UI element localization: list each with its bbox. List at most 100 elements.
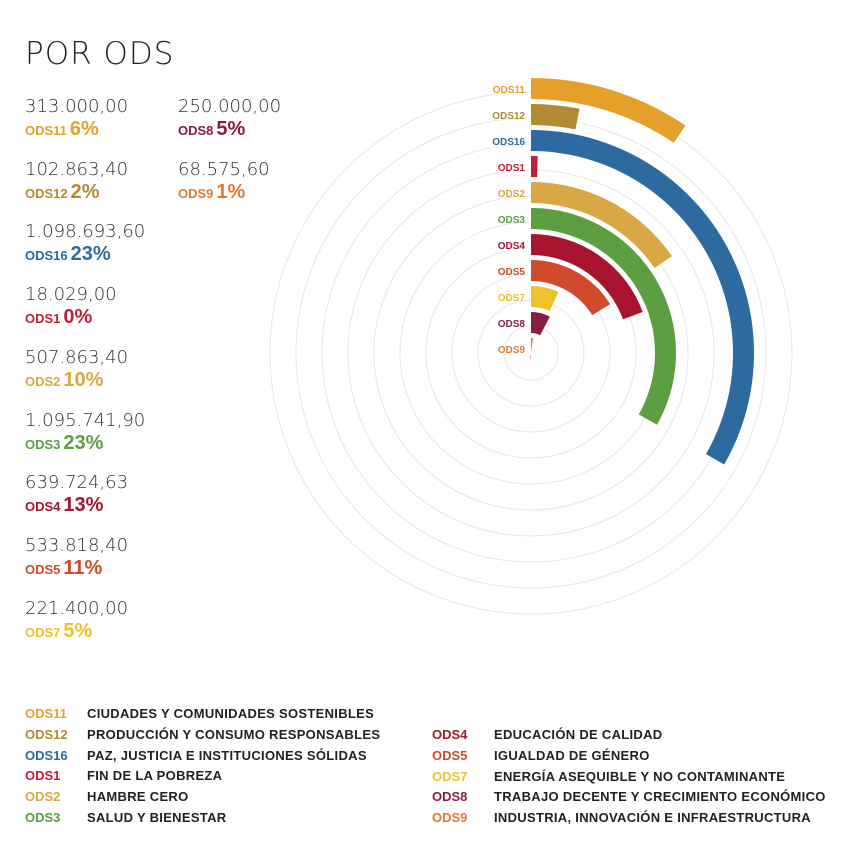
legend-code: ODS2 <box>25 789 61 805</box>
legend-description: INDUSTRIA, INNOVACIÓN E INFRAESTRUCTURA <box>494 810 811 826</box>
stat-code: ODS7 <box>25 624 61 640</box>
stat-amount: 533.818,40 <box>25 534 129 556</box>
bar-ods7 <box>531 286 559 312</box>
stat-ods11: 313.000,00 ODS11 6% <box>25 96 128 142</box>
legend-code: ODS16 <box>25 747 68 763</box>
legend-description: IGUALDAD DE GÉNERO <box>494 747 650 763</box>
legend-item-ods11: ODS11 CIUDADES Y COMUNIDADES SOSTENIBLES <box>25 706 374 722</box>
stat-percent: 11% <box>63 556 103 579</box>
stat-percent: 0% <box>63 306 93 329</box>
legend-item-ods12: ODS12 PRODUCCIÓN Y CONSUMO RESPONSABLES <box>25 727 380 743</box>
legend-description: TRABAJO DECENTE Y CRECIMIENTO ECONÓMICO <box>494 789 826 805</box>
bar-ods5 <box>531 260 611 316</box>
stat-amount: 507.863,40 <box>25 346 129 368</box>
stat-code: ODS9 <box>178 185 214 201</box>
stat-ods8: 250.000,00 ODS8 5% <box>178 96 281 142</box>
legend-description: EDUCACIÓN DE CALIDAD <box>494 727 663 742</box>
stat-amount: 18.029,00 <box>25 284 117 306</box>
legend-item-ods4: ODS4 EDUCACIÓN DE CALIDAD <box>432 727 663 743</box>
legend-item-ods5: ODS5 IGUALDAD DE GÉNERO <box>432 748 650 764</box>
legend-code: ODS9 <box>432 810 468 826</box>
legend-code: ODS5 <box>432 747 468 763</box>
stat-code: ODS11 <box>25 123 67 138</box>
stat-ods3: 1.095.741,90 ODS3 23% <box>25 410 145 456</box>
stat-percent: 10% <box>63 368 104 391</box>
stat-amount: 221.400,00 <box>25 597 129 619</box>
legend-item-ods16: ODS16 PAZ, JUSTICIA E INSTITUCIONES SÓLID… <box>25 748 367 764</box>
legend-description: FIN DE LA POBREZA <box>87 768 223 784</box>
bar-ods4 <box>531 234 643 320</box>
bar-ods3 <box>531 208 676 425</box>
legend-description: PAZ, JUSTICIA E INSTITUCIONES SÓLIDAS <box>87 747 367 763</box>
stat-ods1: 18.029,00 ODS1 0% <box>25 284 117 330</box>
stat-amount: 313.000,00 <box>25 96 129 117</box>
stat-percent: 23% <box>63 431 104 454</box>
stat-ods12: 102.863,40 ODS12 2% <box>25 159 128 205</box>
bar-label-ods12: ODS12 <box>492 111 525 122</box>
legend-code: ODS12 <box>25 726 68 742</box>
bar-label-ods1: ODS1 <box>498 163 526 174</box>
bar-ods1 <box>531 156 538 178</box>
stat-code: ODS16 <box>25 248 68 264</box>
stat-code: ODS1 <box>25 311 61 327</box>
legend-code: ODS7 <box>432 768 468 784</box>
bar-ods2 <box>531 182 672 268</box>
legend-code: ODS4 <box>432 727 468 742</box>
bar-ods9 <box>530 338 533 359</box>
bar-label-ods16: ODS16 <box>492 137 525 148</box>
legend-item-ods7: ODS7 ENERGÍA ASEQUIBLE Y NO CONTAMINANTE <box>432 769 785 785</box>
stat-ods9: 68.575,60 ODS9 1% <box>178 159 270 205</box>
stat-ods5: 533.818,40 ODS5 11% <box>25 535 128 581</box>
stat-amount: 68.575,60 <box>178 158 270 180</box>
bar-ods8 <box>531 312 550 336</box>
stat-amount: 1.095.741,90 <box>25 409 146 431</box>
legend-description: CIUDADES Y COMUNIDADES SOSTENIBLES <box>87 706 375 721</box>
bar-label-ods5: ODS5 <box>498 267 526 278</box>
bar-label-ods7: ODS7 <box>498 293 526 304</box>
stat-code: ODS12 <box>25 185 68 201</box>
legend-code: ODS8 <box>432 789 468 805</box>
bar-label-ods3: ODS3 <box>498 215 526 226</box>
stat-amount: 102.863,40 <box>25 158 129 180</box>
legend-item-ods8: ODS8 TRABAJO DECENTE Y CRECIMIENTO ECONÓM… <box>432 789 826 805</box>
stat-ods4: 639.724,63 ODS4 13% <box>25 472 128 518</box>
legend-item-ods1: ODS1 FIN DE LA POBREZA <box>25 768 222 784</box>
bar-ods16 <box>531 130 754 465</box>
stat-code: ODS5 <box>25 561 61 577</box>
stat-percent: 5% <box>63 619 93 642</box>
stat-percent: 13% <box>63 494 104 517</box>
legend-description: ENERGÍA ASEQUIBLE Y NO CONTAMINANTE <box>494 768 786 784</box>
legend-item-ods2: ODS2 HAMBRE CERO <box>25 789 189 805</box>
legend-item-ods9: ODS9 INDUSTRIA, INNOVACIÓN E INFRAESTRUCT… <box>432 810 811 826</box>
legend-description: HAMBRE CERO <box>87 789 189 805</box>
legend-code: ODS11 <box>25 706 67 721</box>
stat-ods16: 1.098.693,60 ODS16 23% <box>25 221 145 267</box>
bar-label-ods2: ODS2 <box>498 189 526 200</box>
page-title: POR ODS <box>25 36 175 72</box>
stat-percent: 23% <box>70 243 111 266</box>
stat-percent: 2% <box>70 180 100 203</box>
bar-ods12 <box>531 104 580 130</box>
bar-label-ods9: ODS9 <box>498 345 526 356</box>
bar-label-ods4: ODS4 <box>498 241 526 252</box>
bar-ods11 <box>531 78 686 143</box>
legend-code: ODS1 <box>25 768 61 784</box>
stat-code: ODS4 <box>25 499 61 515</box>
stat-code: ODS8 <box>178 123 214 138</box>
bar-label-ods8: ODS8 <box>498 319 526 330</box>
stat-amount: 1.098.693,60 <box>25 221 146 243</box>
stat-ods7: 221.400,00 ODS7 5% <box>25 598 128 644</box>
stat-amount: 250.000,00 <box>178 96 282 117</box>
legend-item-ods3: ODS3 SALUD Y BIENESTAR <box>25 810 226 826</box>
stat-ods2: 507.863,40 ODS2 10% <box>25 347 128 393</box>
stat-amount: 639.724,63 <box>25 472 129 494</box>
legend-description: SALUD Y BIENESTAR <box>87 810 227 825</box>
stat-percent: 1% <box>216 180 246 203</box>
bar-label-ods11: ODS11 <box>493 85 526 96</box>
legend-code: ODS3 <box>25 810 61 825</box>
stat-percent: 6% <box>69 118 99 140</box>
stat-code: ODS2 <box>25 373 61 389</box>
legend-description: PRODUCCIÓN Y CONSUMO RESPONSABLES <box>87 726 381 742</box>
stat-percent: 5% <box>216 118 246 140</box>
